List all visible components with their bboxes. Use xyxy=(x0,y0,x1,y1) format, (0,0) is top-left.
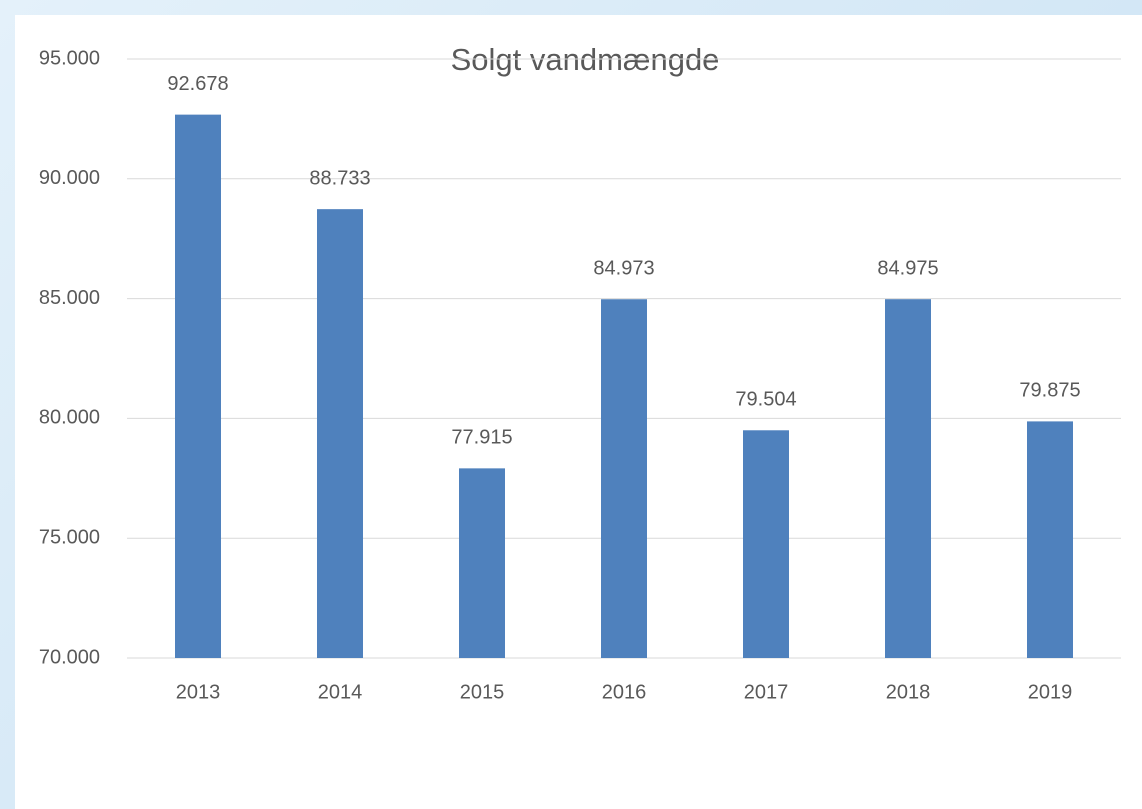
x-tick-label: 2014 xyxy=(318,681,363,703)
y-tick-label: 75.000 xyxy=(39,526,100,548)
y-tick-label: 70.000 xyxy=(39,646,100,668)
y-tick-label: 80.000 xyxy=(39,407,100,429)
data-label: 79.875 xyxy=(1019,380,1080,402)
chart-title: Solgt vandmængde xyxy=(451,42,720,77)
bar xyxy=(1027,421,1073,658)
x-tick-label: 2013 xyxy=(176,681,221,703)
bar xyxy=(317,209,363,658)
y-tick-label: 85.000 xyxy=(39,287,100,309)
x-tick-label: 2016 xyxy=(602,681,647,703)
data-label: 84.973 xyxy=(593,258,654,280)
bar xyxy=(743,430,789,658)
data-label: 79.504 xyxy=(735,389,796,411)
x-tick-label: 2019 xyxy=(1028,681,1073,703)
x-tick-label: 2017 xyxy=(744,681,789,703)
bar xyxy=(459,468,505,658)
y-tick-label: 90.000 xyxy=(39,167,100,189)
data-label: 84.975 xyxy=(877,257,938,279)
data-label: 88.733 xyxy=(309,167,370,189)
bar xyxy=(885,299,931,658)
bar xyxy=(175,114,221,658)
data-label: 92.678 xyxy=(167,73,228,95)
data-label: 77.915 xyxy=(451,427,512,449)
x-tick-label: 2018 xyxy=(886,681,931,703)
bar xyxy=(601,299,647,658)
y-tick-label: 95.000 xyxy=(39,47,100,69)
x-tick-label: 2015 xyxy=(460,681,505,703)
